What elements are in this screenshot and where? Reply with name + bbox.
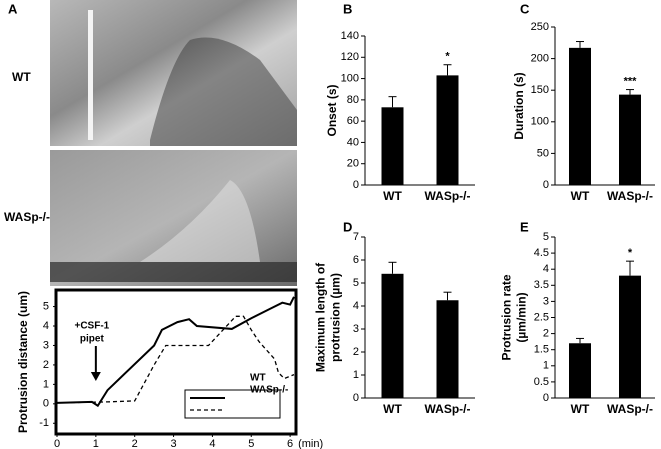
y-axis-label: Maximum length of	[314, 262, 328, 372]
panel-label: E	[520, 219, 529, 234]
y-tick-label: 60	[347, 115, 359, 127]
legend-box	[184, 389, 281, 419]
y-tick-label: 3.5	[534, 279, 549, 291]
x-tick-label: WASp-/-	[425, 402, 471, 416]
y-tick-label: 3	[543, 295, 549, 307]
bar	[381, 273, 404, 398]
y-tick-label: 140	[341, 30, 359, 42]
bar	[436, 300, 459, 398]
y-axis-label: Protrusion distance (um)	[16, 291, 30, 433]
x-tick-label: 1	[93, 438, 99, 449]
y-tick-label: 4	[43, 320, 49, 332]
panel-label: D	[343, 219, 352, 234]
annotation: pipet	[80, 334, 105, 345]
x-axis-label: (min)	[298, 438, 323, 449]
y-tick-label: 0.5	[534, 376, 549, 388]
y-tick-label: 2	[353, 346, 359, 358]
kymograph-shape	[140, 180, 260, 262]
y-tick-label: 0	[353, 392, 359, 404]
annotation: +CSF-1	[74, 321, 109, 332]
x-tick-label: WT	[571, 402, 590, 416]
panel-label: A	[8, 1, 18, 16]
legend-label: WT	[250, 373, 266, 384]
y-tick-label: -1	[39, 417, 49, 429]
kymograph-shape	[150, 37, 297, 146]
y-tick-label: 0	[543, 392, 549, 404]
x-tick-label: 3	[170, 438, 176, 449]
bar	[381, 107, 404, 185]
y-tick-label: 80	[347, 94, 359, 106]
legend-label: WASp-/-	[250, 385, 288, 396]
y-tick-label: 200	[531, 53, 549, 65]
bar	[569, 343, 591, 398]
y-tick-label: 100	[341, 72, 359, 84]
plot-frame	[54, 288, 298, 436]
data-line	[56, 315, 295, 404]
x-tick-label: 6	[287, 438, 293, 449]
arrow-head	[90, 372, 101, 381]
bar	[619, 275, 641, 398]
x-tick-label: WASp-/-	[607, 189, 653, 203]
x-tick-label: WASp-/-	[607, 402, 653, 416]
panel-label: B	[343, 1, 352, 16]
x-tick-label: WASp-/-	[425, 189, 471, 203]
y-tick-label: 2	[543, 328, 549, 340]
y-tick-label: 40	[347, 136, 359, 148]
y-tick-label: 0	[353, 179, 359, 191]
y-tick-label: 5	[353, 277, 359, 289]
significance: ***	[624, 75, 638, 87]
y-tick-label: 20	[347, 158, 359, 170]
y-axis-label: protrusion (µm)	[329, 273, 343, 362]
y-tick-label: 4	[353, 300, 359, 312]
x-tick-label: 4	[209, 438, 215, 449]
y-tick-label: 1	[543, 360, 549, 372]
y-tick-label: 4.5	[534, 247, 549, 259]
y-tick-label: 0	[543, 179, 549, 191]
y-axis-label: Protrusion rate	[500, 274, 514, 360]
y-tick-label: 250	[531, 21, 549, 33]
y-axis-label: Onset (s)	[325, 84, 339, 136]
image-label: WT	[12, 70, 31, 84]
y-tick-label: 0	[43, 398, 49, 410]
x-tick-label: WT	[571, 189, 590, 203]
kymograph-streak	[88, 10, 93, 140]
bar	[569, 47, 591, 185]
x-tick-label: WT	[383, 402, 402, 416]
x-tick-label: 2	[132, 438, 138, 449]
significance: *	[445, 51, 450, 63]
y-tick-label: 5	[43, 300, 49, 312]
y-tick-label: 150	[531, 84, 549, 96]
y-tick-label: 50	[537, 147, 549, 159]
bar	[436, 75, 459, 185]
y-tick-label: 2	[43, 359, 49, 371]
y-tick-label: 6	[353, 254, 359, 266]
x-tick-label: 5	[248, 438, 254, 449]
y-tick-label: 7	[353, 231, 359, 243]
x-tick-label: WT	[383, 189, 402, 203]
y-tick-label: 5	[543, 231, 549, 243]
y-tick-label: 120	[341, 51, 359, 63]
y-tick-label: 1.5	[534, 344, 549, 356]
image-label: WASp-/-	[4, 210, 50, 224]
data-line	[56, 296, 295, 408]
y-axis-label: (µm/min)	[515, 292, 529, 342]
y-tick-label: 1	[353, 369, 359, 381]
y-tick-label: 100	[531, 116, 549, 128]
y-tick-label: 2.5	[534, 311, 549, 323]
significance: *	[628, 247, 633, 259]
x-tick-label: 0	[54, 438, 60, 449]
y-tick-label: 1	[43, 378, 49, 390]
panel-label: C	[520, 1, 530, 16]
y-tick-label: 3	[43, 339, 49, 351]
y-axis-label: Duration (s)	[512, 72, 526, 139]
y-tick-label: 4	[543, 263, 549, 275]
bar	[619, 94, 641, 185]
kymograph-shape	[50, 262, 297, 282]
y-tick-label: 3	[353, 323, 359, 335]
